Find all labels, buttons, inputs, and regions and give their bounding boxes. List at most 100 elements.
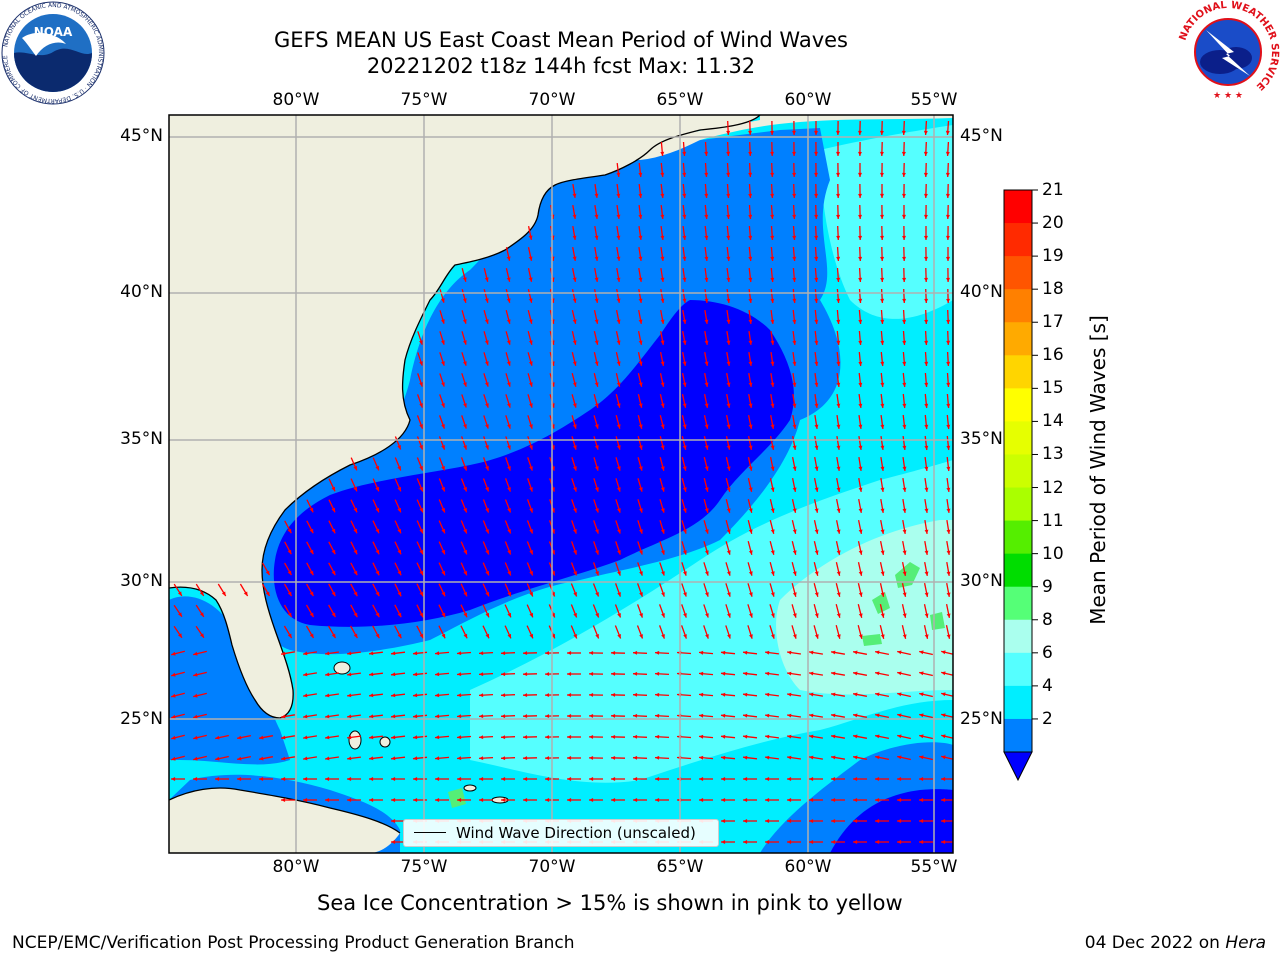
wave-direction-arrow [787,798,801,802]
legend-line-sample [414,832,446,833]
wave-direction-arrow [769,456,775,472]
wave-direction-arrow [526,562,534,576]
wave-direction-arrow [305,604,315,618]
wave-direction-arrow [814,435,819,451]
wave-direction-arrow [813,562,819,576]
wave-direction-arrow [482,541,490,555]
wave-direction-arrow [726,183,731,199]
wave-direction-arrow [787,671,801,676]
wave-direction-arrow [770,141,774,157]
wave-direction-arrow [594,204,599,220]
wave-direction-arrow [215,755,229,761]
wave-direction-arrow [633,777,647,781]
wave-direction-arrow [852,734,868,739]
lat-tick-right: 30°N [960,571,1003,591]
wave-direction-arrow [173,604,183,618]
wave-direction-arrow [435,798,449,802]
wave-direction-arrow [434,672,450,677]
wave-direction-arrow [830,755,846,760]
wave-direction-arrow [880,309,885,325]
wave-direction-arrow [726,310,731,324]
wave-direction-arrow [615,457,621,471]
wave-direction-arrow [483,289,489,303]
wave-direction-arrow [305,625,315,639]
wave-direction-arrow [416,415,424,429]
wave-direction-arrow [814,414,819,430]
wave-direction-arrow [588,672,604,676]
wave-direction-arrow [593,457,599,471]
wave-direction-arrow [527,310,533,324]
wave-direction-arrow [394,541,402,555]
wave-direction-arrow [504,520,512,534]
wave-direction-arrow [681,604,687,618]
wave-direction-arrow [787,819,801,823]
wave-direction-arrow [571,352,577,366]
wave-direction-arrow [390,735,406,740]
wave-direction-arrow [570,625,578,639]
wave-direction-arrow [594,267,599,283]
wave-direction-arrow [725,604,731,618]
wave-direction-arrow [372,478,380,492]
ocean-region-6-8s [470,460,953,783]
wave-direction-arrow [853,777,867,781]
wave-direction-arrow [880,351,885,367]
lon-tick-top: 55°W [910,90,958,110]
wave-direction-arrow [306,520,314,534]
wave-direction-arrow [945,625,951,639]
wave-direction-arrow [614,625,622,639]
wave-direction-arrow [721,777,735,781]
wave-direction-arrow [660,141,665,157]
coastline [169,787,401,834]
wave-direction-arrow [698,650,714,655]
colorbar-segment [1004,520,1032,555]
wave-direction-arrow [483,310,489,324]
wave-direction-arrow [394,478,402,492]
wave-direction-arrow [328,541,336,555]
wave-direction-arrow [836,183,840,199]
lon-tick-bottom: 60°W [784,857,832,877]
noaa-logo: NATIONAL OCEANIC AND ATMOSPHERIC ADMINIS… [1,1,105,105]
wave-direction-arrow [461,331,467,345]
wave-direction-arrow [571,310,577,324]
wave-direction-arrow [659,436,665,450]
wave-direction-arrow [835,583,841,597]
wave-direction-arrow [638,226,643,240]
wave-direction-arrow [347,714,361,719]
wave-direction-arrow [616,163,621,177]
wave-direction-arrow [875,777,889,781]
wave-direction-arrow [659,373,665,387]
colorbar-tick-label: 12 [1042,477,1064,498]
wave-direction-arrow [725,436,731,450]
wave-direction-arrow [858,477,863,493]
wave-direction-arrow [792,246,797,262]
wave-direction-arrow [416,562,424,576]
wave-direction-arrow [637,394,643,408]
wave-direction-arrow [236,734,252,740]
wave-direction-arrow [478,672,494,677]
wave-direction-arrow [325,756,339,761]
colorbar-frame [1003,189,1033,753]
wave-direction-arrow [325,672,339,677]
wave-direction-arrow [813,520,819,534]
wave-direction-arrow [902,477,907,493]
wave-direction-arrow [483,415,489,429]
wave-direction-arrow [593,499,599,513]
lon-tick-top: 60°W [784,90,832,110]
wave-direction-arrow [195,604,205,618]
wave-direction-arrow [660,309,665,325]
wave-direction-arrow [369,672,383,677]
wave-direction-arrow [456,714,472,719]
wave-direction-arrow [852,650,868,655]
wave-direction-arrow [946,351,951,367]
wave-direction-arrow [325,735,339,740]
wave-direction-arrow [482,562,490,576]
wave-direction-arrow [924,183,928,199]
wave-direction-arrow [306,562,314,576]
wave-direction-arrow [505,436,511,450]
wave-direction-arrow [567,672,581,676]
wave-direction-arrow [792,141,796,157]
wave-direction-arrow [853,798,867,802]
wave-direction-arrow [523,798,537,802]
wave-direction-arrow [787,692,801,697]
wave-direction-arrow [347,693,361,698]
